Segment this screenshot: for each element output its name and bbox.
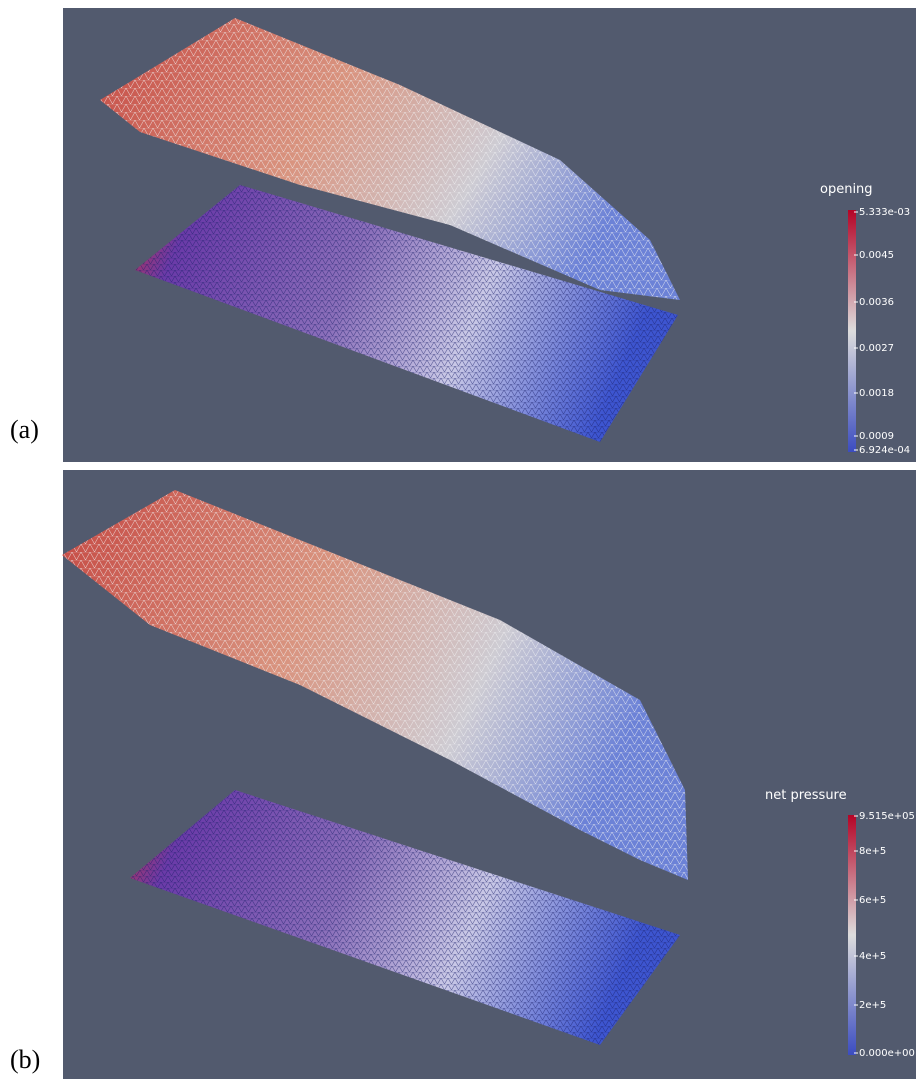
panel-label: (a) <box>10 415 39 444</box>
colorbar-b <box>848 815 856 1055</box>
upper-sheet-a <box>100 18 680 300</box>
colorbar-label: 9.515e+05 <box>859 811 915 822</box>
upper-sheet-b <box>62 490 688 880</box>
colorbar-label: 0.0009 <box>859 431 894 442</box>
colorbar-label: 0.0036 <box>859 297 894 308</box>
colorbar-label: 8e+5 <box>859 846 886 857</box>
colorbar-label: 5.333e-03 <box>859 207 910 218</box>
colorbar-label: 2e+5 <box>859 1000 886 1011</box>
lower-sheet-b <box>130 790 680 1045</box>
colorbar-label: 0.0045 <box>859 250 894 261</box>
colorbar-label: 6.924e-04 <box>859 445 910 456</box>
panel-label: (b) <box>10 1045 40 1074</box>
lower-sheet-a <box>135 185 678 442</box>
colorbar-title: opening <box>820 182 873 197</box>
colorbar-label: 4e+5 <box>859 951 886 962</box>
colorbar-title: net pressure <box>765 788 847 803</box>
colorbar-label: 6e+5 <box>859 895 886 906</box>
colorbar-label: 0.000e+00 <box>859 1048 915 1059</box>
colorbar-label: 0.0018 <box>859 388 894 399</box>
colorbar-a <box>848 210 856 452</box>
colorbar-label: 0.0027 <box>859 343 894 354</box>
